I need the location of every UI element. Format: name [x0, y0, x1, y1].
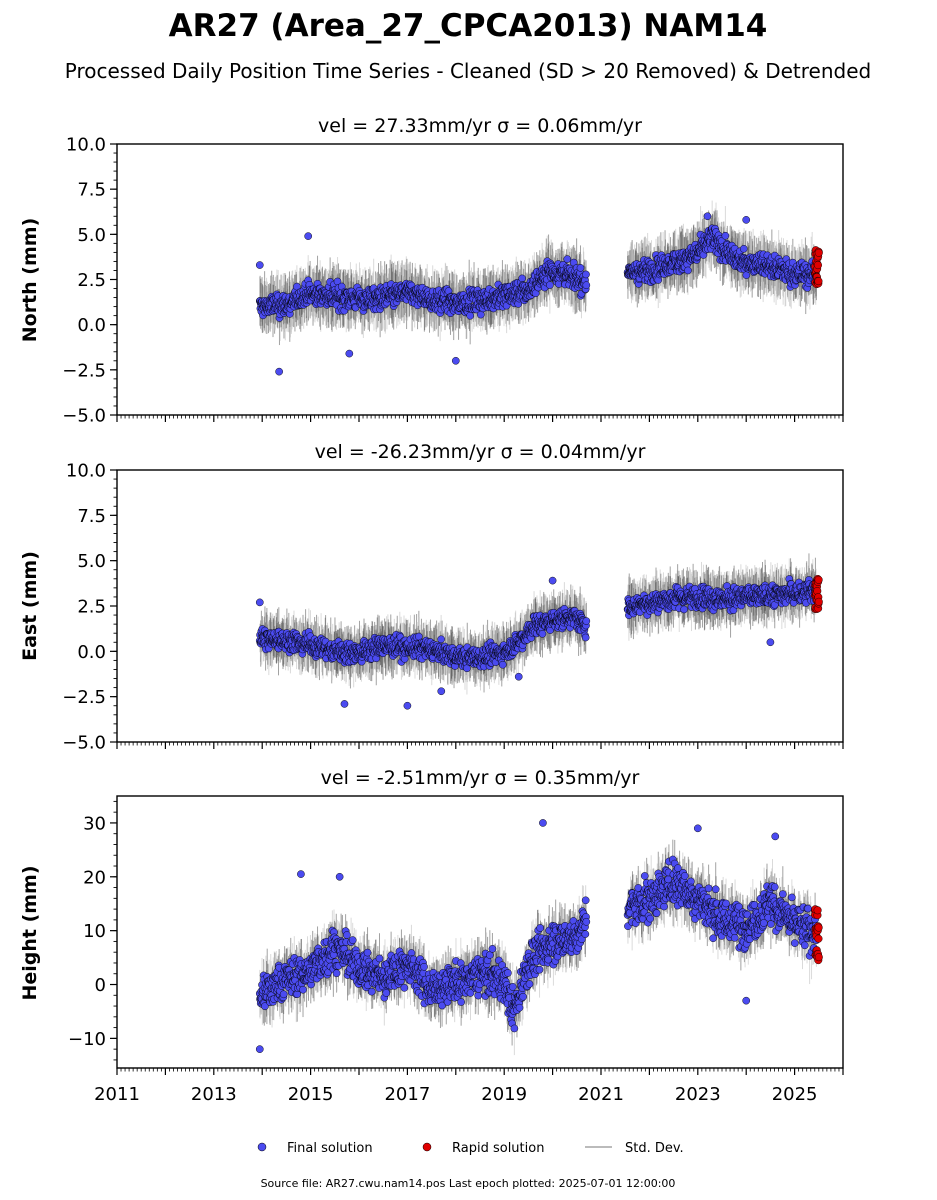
north-final-point	[518, 274, 526, 283]
figure-title: AR27 (Area_27_CPCA2013) NAM14	[169, 8, 768, 44]
east-panel: vel = -26.23mm/yr σ = 0.04mm/yr East (mm…	[19, 441, 844, 754]
north-panel-title: vel = 27.33mm/yr σ = 0.06mm/yr	[318, 115, 642, 137]
north-final-point	[721, 231, 730, 240]
north-ytick-label: 10.0	[66, 135, 106, 156]
north-ytick-label: 2.5	[77, 270, 106, 291]
north-final-point	[576, 264, 585, 272]
north-final-point	[742, 271, 751, 279]
north-rapid-point	[814, 248, 823, 257]
north-ytick-label: 0.0	[77, 315, 106, 336]
north-final-point	[546, 281, 554, 289]
figure-subtitle: Processed Daily Position Time Series - C…	[65, 59, 871, 83]
north-ytick-label: 5.0	[77, 225, 106, 246]
north-ytick-label: −5.0	[62, 406, 106, 427]
north-final-point	[739, 244, 748, 253]
north-final-point	[742, 216, 751, 224]
north-final-point	[451, 356, 460, 365]
north-final-point	[563, 255, 572, 263]
east-panel-title: vel = -26.23mm/yr σ = 0.04mm/yr	[315, 441, 646, 463]
north-final-point	[582, 270, 590, 279]
north-panel: vel = 27.33mm/yr σ = 0.06mm/yr North (mm…	[19, 115, 844, 427]
north-final-point	[582, 281, 591, 290]
north-points	[255, 212, 823, 376]
north-rapid-point	[813, 261, 822, 270]
north-ytick-label: 7.5	[77, 180, 106, 201]
north-final-point	[255, 261, 264, 269]
north-final-point	[275, 367, 283, 376]
north-final-point	[703, 212, 712, 221]
north-final-point	[345, 349, 354, 358]
north-final-point	[684, 266, 692, 275]
east-axis-label: East (mm)	[19, 551, 41, 661]
north-ytick-label: −2.5	[62, 360, 106, 381]
north-final-point	[304, 232, 313, 240]
north-axis-label: North (mm)	[19, 218, 41, 343]
north-rapid-point	[814, 277, 823, 286]
north-final-point	[466, 311, 474, 320]
